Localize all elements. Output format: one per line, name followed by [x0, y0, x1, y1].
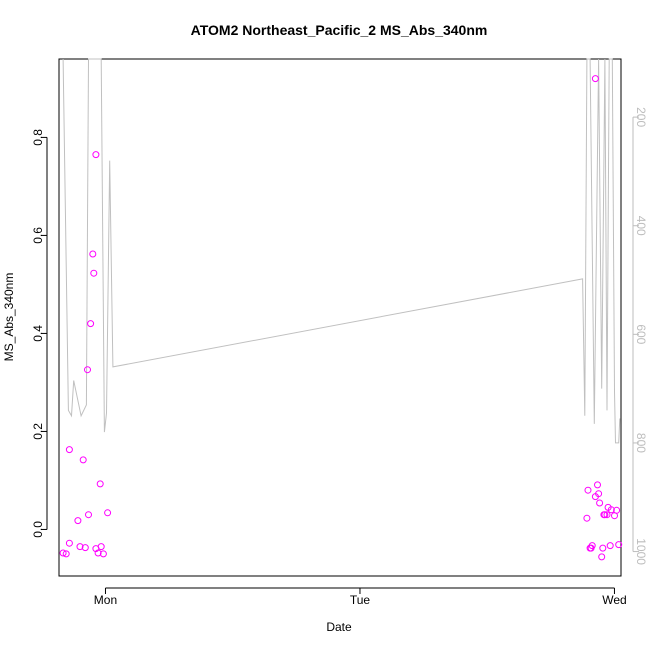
data-point: [615, 541, 623, 549]
data-point: [613, 506, 621, 514]
data-point: [588, 542, 596, 550]
data-point: [596, 499, 604, 507]
data-point: [603, 511, 611, 519]
data-point: [607, 506, 615, 514]
chart-title: ATOM2 Northeast_Pacific_2 MS_Abs_340nm: [191, 22, 488, 38]
y-axis-left: 0.0 0.2 0.4 0.6 0.8: [31, 129, 48, 538]
data-point: [594, 481, 601, 489]
y-tick-label: 0.0: [31, 521, 45, 538]
data-point: [92, 151, 100, 159]
data-point: [85, 511, 92, 519]
data-point: [81, 544, 89, 552]
data-point: [96, 480, 104, 488]
y-right-tick-label: 800: [634, 433, 648, 453]
data-point: [79, 456, 87, 464]
data-point: [89, 250, 97, 258]
x-tick-label: Tue: [350, 593, 371, 607]
data-point: [583, 514, 591, 522]
y-tick-label: 0.4: [31, 325, 45, 342]
y-right-tick-label: 400: [634, 216, 648, 236]
data-point: [598, 553, 606, 561]
y-right-tick-label: 600: [634, 324, 648, 344]
data-point: [94, 549, 102, 557]
data-point: [584, 486, 592, 494]
y-axis-label: MS_Abs_340nm: [2, 273, 16, 362]
data-point: [595, 490, 603, 498]
data-point: [84, 366, 91, 374]
data-point: [65, 539, 73, 547]
data-point: [65, 446, 73, 454]
right-axis-series-line: [62, 58, 621, 444]
data-point: [591, 75, 599, 83]
data-point: [104, 509, 112, 517]
x-axis-label: Date: [326, 620, 352, 634]
data-point: [599, 544, 607, 552]
data-point: [59, 549, 67, 557]
data-point: [74, 517, 82, 525]
plot-area: [58, 58, 622, 577]
data-point: [76, 543, 84, 551]
y-tick-label: 0.8: [31, 129, 45, 146]
data-point: [90, 269, 98, 277]
y-right-tick-label: 1000: [634, 538, 648, 565]
y-tick-label: 0.2: [31, 423, 45, 440]
x-tick-label: Wed: [602, 593, 626, 607]
data-points-layer: [59, 75, 623, 561]
data-point: [601, 511, 609, 519]
x-tick-label: Mon: [94, 593, 117, 607]
right-axis-series-layer: [62, 58, 621, 444]
data-point: [99, 550, 107, 558]
data-point: [97, 543, 105, 551]
data-point: [606, 542, 614, 550]
data-point: [87, 320, 95, 328]
y-tick-label: 0.6: [31, 227, 45, 244]
y-right-tick-label: 200: [634, 107, 648, 127]
y-axis-right: 200 400 600 800 1000: [632, 107, 648, 565]
data-point: [62, 550, 70, 558]
x-axis: Mon Tue Wed: [94, 587, 627, 607]
